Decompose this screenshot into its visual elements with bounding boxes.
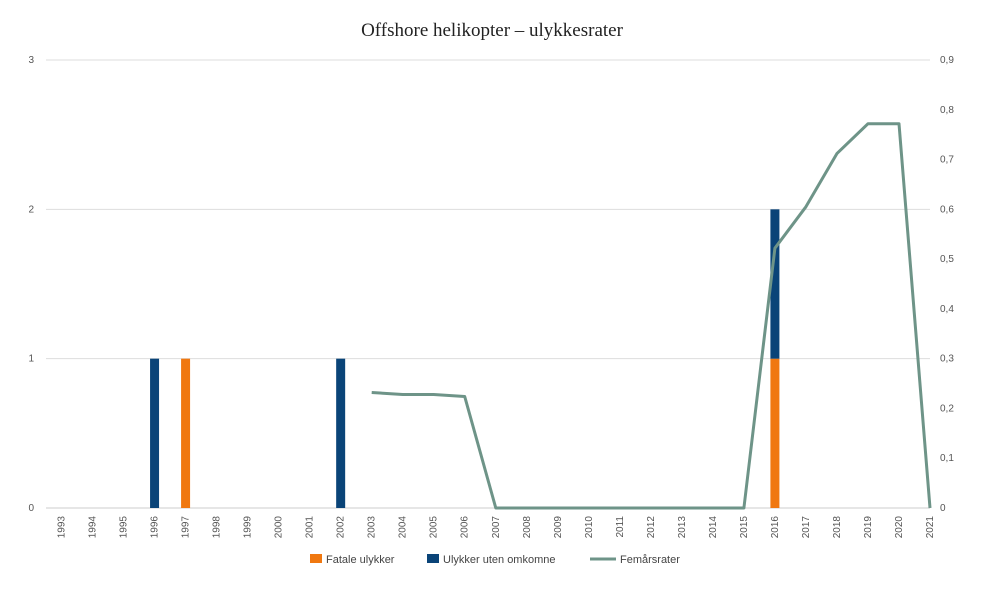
x-tick-label: 1997 [181,516,192,539]
y-right-tick-label: 0,2 [940,403,954,414]
gridlines [46,59,930,509]
x-tick-label: 1993 [57,516,68,539]
legend-label: Fatale ulykker [326,554,395,566]
y-right-tick-label: 0,9 [940,55,954,66]
x-tick-label: 2007 [491,516,502,539]
x-tick-label: 2018 [832,516,843,539]
x-tick-label: 2005 [429,516,440,539]
bar [770,358,780,508]
x-tick-label: 2002 [336,516,347,539]
x-tick-label: 1998 [212,516,223,539]
y-left-tick-label: 2 [28,204,34,215]
x-tick-label: 1994 [88,516,99,539]
legend: Fatale ulykker Ulykker uten omkomne Femårs… [310,554,680,566]
x-tick-label: 2014 [708,516,719,539]
x-tick-label: 2004 [398,516,409,539]
y-right-tick-label: 0,7 [940,155,954,166]
x-tick-label: 2011 [615,516,626,538]
x-tick-label: 2001 [305,516,316,539]
legend-swatch [427,554,439,563]
line-series [371,122,932,510]
series-line [371,122,932,510]
x-tick-label: 2013 [677,516,688,539]
bar [181,358,191,508]
x-tick-label: 1995 [119,516,130,539]
y-right-tick-label: 0 [940,503,946,514]
y-axis-left: 0 1 2 3 [28,55,34,514]
x-tick-label: 2016 [770,516,781,539]
y-left-tick-label: 3 [28,55,34,66]
x-tick-label: 2012 [646,516,657,539]
bar [150,358,160,508]
legend-label: Femårsrater [620,554,680,566]
x-tick-label: 2021 [925,516,936,539]
x-tick-label: 2003 [367,516,378,539]
x-tick-label: 2010 [584,516,595,539]
bar-series [150,209,780,508]
y-right-tick-label: 0,3 [940,354,954,365]
x-tick-label: 1999 [243,516,254,539]
x-tick-label: 2008 [522,516,533,539]
y-right-tick-label: 0,1 [940,453,954,464]
y-right-tick-label: 0,8 [940,105,954,116]
x-tick-label: 2020 [894,516,905,539]
x-tick-label: 2006 [460,516,471,539]
x-tick-label: 2015 [739,516,750,539]
legend-swatch [310,554,322,563]
x-axis: 1993 1994 1995 1996 1997 1998 1999 2000 2001 2002… [57,516,936,539]
x-tick-label: 2019 [863,516,874,539]
y-axis-right: 0 0,1 0,2 0,3 0,4 0,5 0,6 0,7 0,8 0,9 [940,55,954,514]
bar [770,209,780,359]
y-right-tick-label: 0,6 [940,204,954,215]
bar [336,358,346,508]
y-left-tick-label: 0 [28,503,34,514]
y-left-tick-label: 1 [28,354,34,365]
legend-label: Ulykker uten omkomne [443,554,556,566]
y-right-tick-label: 0,5 [940,254,954,265]
x-tick-label: 1996 [150,516,161,539]
x-tick-label: 2017 [801,516,812,539]
x-tick-label: 2000 [274,516,285,539]
chart-title: Offshore helikopter – ulykkesrater [361,20,623,41]
x-tick-label: 2009 [553,516,564,539]
y-right-tick-label: 0,4 [940,304,954,315]
